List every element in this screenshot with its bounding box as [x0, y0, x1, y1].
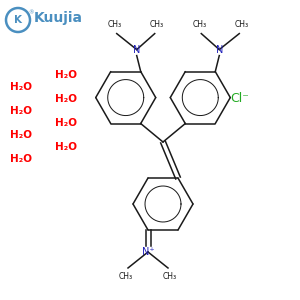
Text: CH₃: CH₃: [150, 20, 164, 28]
Text: Kuujia: Kuujia: [34, 11, 83, 25]
Text: H₂O: H₂O: [55, 94, 77, 104]
Text: Cl⁻: Cl⁻: [231, 92, 249, 106]
Text: H₂O: H₂O: [55, 118, 77, 128]
Text: H₂O: H₂O: [10, 154, 32, 164]
Text: H₂O: H₂O: [10, 82, 32, 92]
Text: N: N: [133, 45, 140, 55]
Text: CH₃: CH₃: [192, 20, 206, 28]
Text: H₂O: H₂O: [10, 130, 32, 140]
Text: ®: ®: [28, 11, 34, 16]
Text: N⁺: N⁺: [142, 247, 154, 257]
Text: CH₃: CH₃: [108, 20, 122, 28]
Text: H₂O: H₂O: [55, 142, 77, 152]
Text: CH₃: CH₃: [163, 272, 177, 281]
Text: CH₃: CH₃: [119, 272, 133, 281]
Text: K: K: [14, 15, 22, 25]
Text: H₂O: H₂O: [10, 106, 32, 116]
Text: H₂O: H₂O: [55, 70, 77, 80]
Text: N: N: [216, 45, 223, 55]
Text: CH₃: CH₃: [234, 20, 248, 28]
